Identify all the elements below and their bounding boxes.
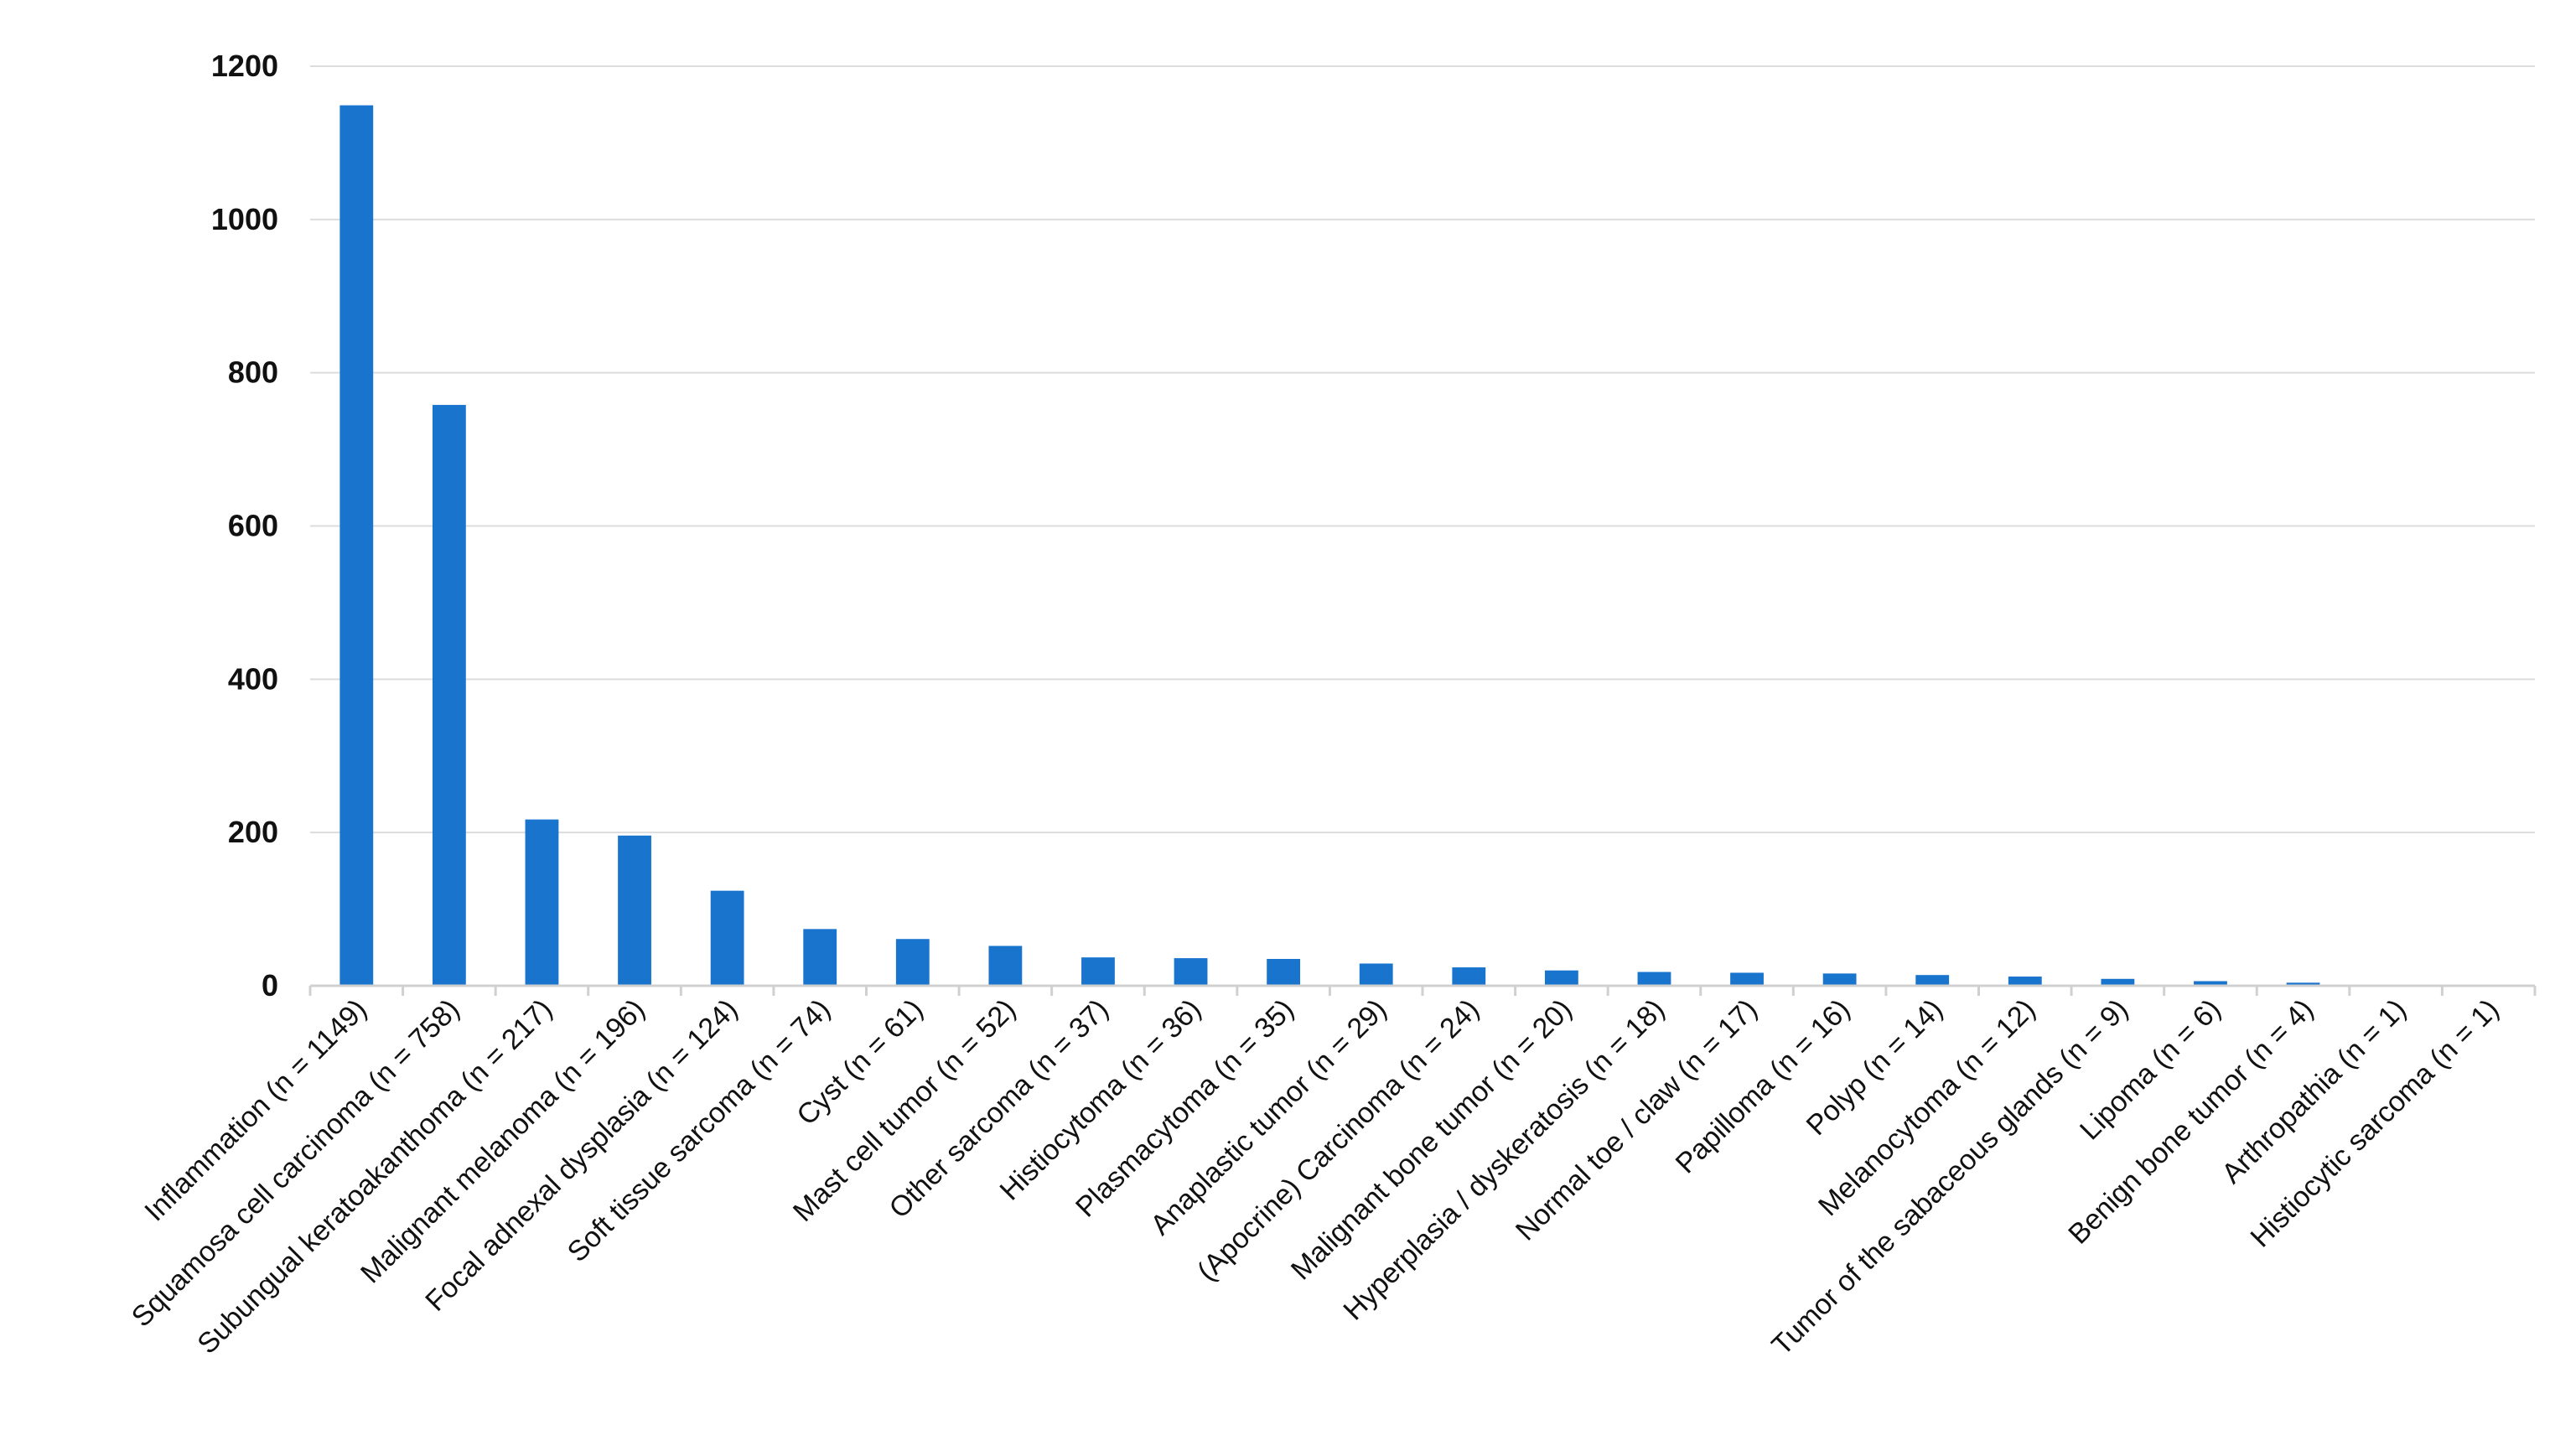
x-axis <box>308 984 2537 996</box>
bar <box>1452 967 1486 986</box>
y-tick-label: 400 <box>228 661 278 696</box>
bar <box>339 105 374 986</box>
bar <box>1637 972 1671 986</box>
y-tick-label: 1200 <box>211 49 278 83</box>
x-tick-label: Squamosa cell carcinoma (n = 758) <box>126 993 466 1334</box>
bar <box>988 946 1023 986</box>
bar <box>895 939 930 986</box>
y-tick-label: 200 <box>228 815 278 849</box>
gridlines <box>310 65 2535 834</box>
bar <box>803 929 837 986</box>
bar <box>1822 973 1857 986</box>
bar <box>1267 959 1301 986</box>
bars <box>339 105 2506 987</box>
x-tick-label: Arthropathia (n = 1) <box>2216 993 2412 1190</box>
bar <box>1544 970 1578 986</box>
bar <box>2194 981 2227 986</box>
bar <box>1730 972 1764 986</box>
bar <box>1174 958 1208 986</box>
bar <box>618 835 651 986</box>
x-axis-labels: Inflammation (n = 1149)Squamosa cell car… <box>126 993 2506 1362</box>
bar <box>2286 982 2320 986</box>
bar <box>2101 978 2135 986</box>
y-tick-label: 800 <box>228 355 278 390</box>
bar <box>2008 977 2042 986</box>
x-tick-label: Hyperplasia / dyskeratosis (n = 18) <box>1337 993 1671 1327</box>
bar <box>710 890 744 986</box>
bar <box>525 819 559 986</box>
y-axis-ticks: 0 200 400 600 800 1000 1200 <box>211 49 278 1003</box>
x-tick-label: Papilloma (n = 16) <box>1670 993 1857 1180</box>
y-tick-label: 600 <box>228 509 278 543</box>
y-tick-label: 0 <box>262 968 278 1003</box>
bar <box>1081 957 1115 986</box>
x-tick-label: Subungual keratoakanthoma (n = 217) <box>191 993 558 1360</box>
bar <box>1915 975 1950 986</box>
bar <box>432 405 466 987</box>
y-tick-label: 1000 <box>211 202 278 236</box>
bar <box>1359 963 1393 986</box>
